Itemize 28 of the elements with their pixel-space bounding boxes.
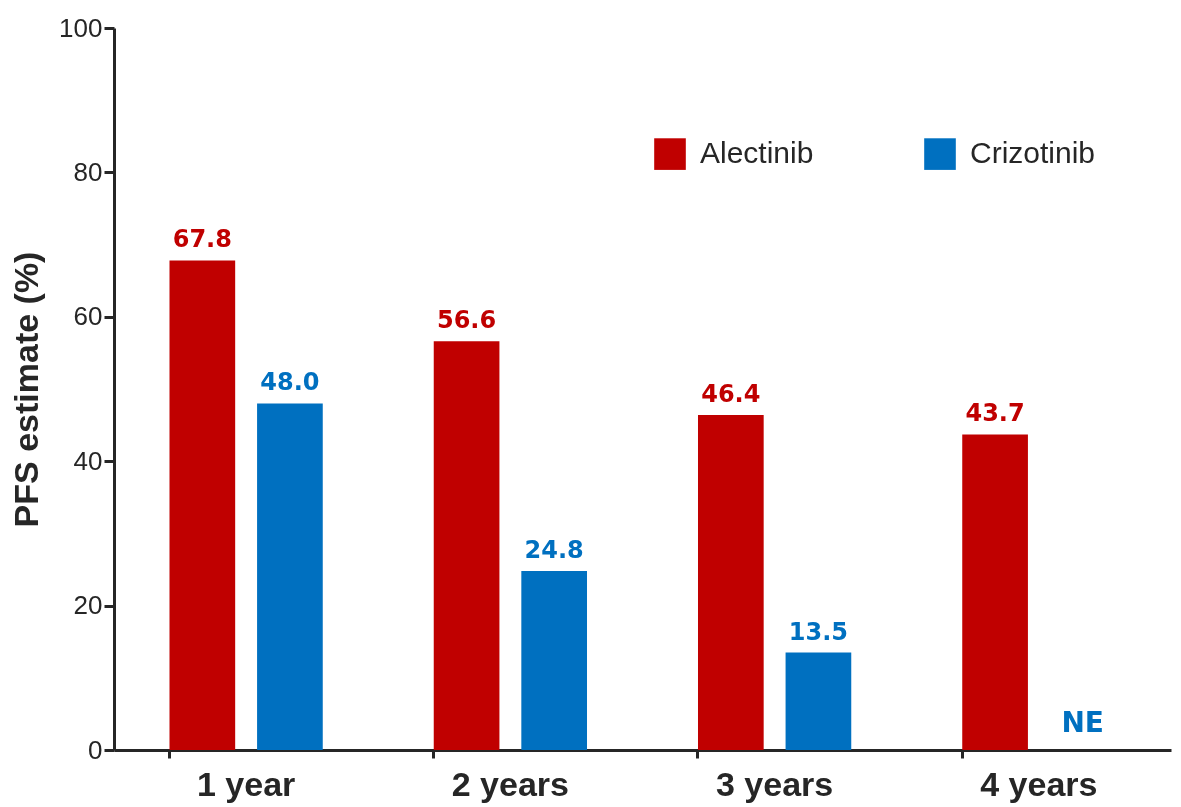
bar xyxy=(785,652,852,750)
y-tick-label: 60 xyxy=(73,301,103,332)
data-label: 43.7 xyxy=(965,399,1025,428)
data-label: 67.8 xyxy=(172,225,232,254)
data-label: 48.0 xyxy=(260,368,320,397)
bar xyxy=(962,434,1028,750)
x-tick-label: 1 year xyxy=(196,764,296,803)
y-tick-label: 40 xyxy=(73,445,103,476)
y-tick-label: 20 xyxy=(73,590,103,621)
y-axis-title: PFS estimate (%) xyxy=(7,251,46,528)
bar xyxy=(433,341,500,750)
data-label: 24.8 xyxy=(524,535,584,564)
y-tick-label: 100 xyxy=(59,12,103,43)
y-tick-label: 80 xyxy=(73,156,103,187)
x-tick-label: 3 years xyxy=(716,764,834,803)
bar xyxy=(521,570,588,750)
y-tick-label: 0 xyxy=(88,734,103,765)
legend-label: Alectinib xyxy=(700,136,814,170)
bar xyxy=(169,260,236,750)
legend-label: Crizotinib xyxy=(970,136,1096,170)
text: NE xyxy=(1061,706,1104,739)
bar xyxy=(697,414,764,750)
data-label: 56.6 xyxy=(436,306,497,335)
x-tick-label: 2 years xyxy=(451,764,569,803)
data-label: 13.5 xyxy=(788,617,849,646)
x-tick-label: 4 years xyxy=(980,764,1098,803)
bar xyxy=(257,403,323,750)
data-label: 46.4 xyxy=(701,379,761,408)
